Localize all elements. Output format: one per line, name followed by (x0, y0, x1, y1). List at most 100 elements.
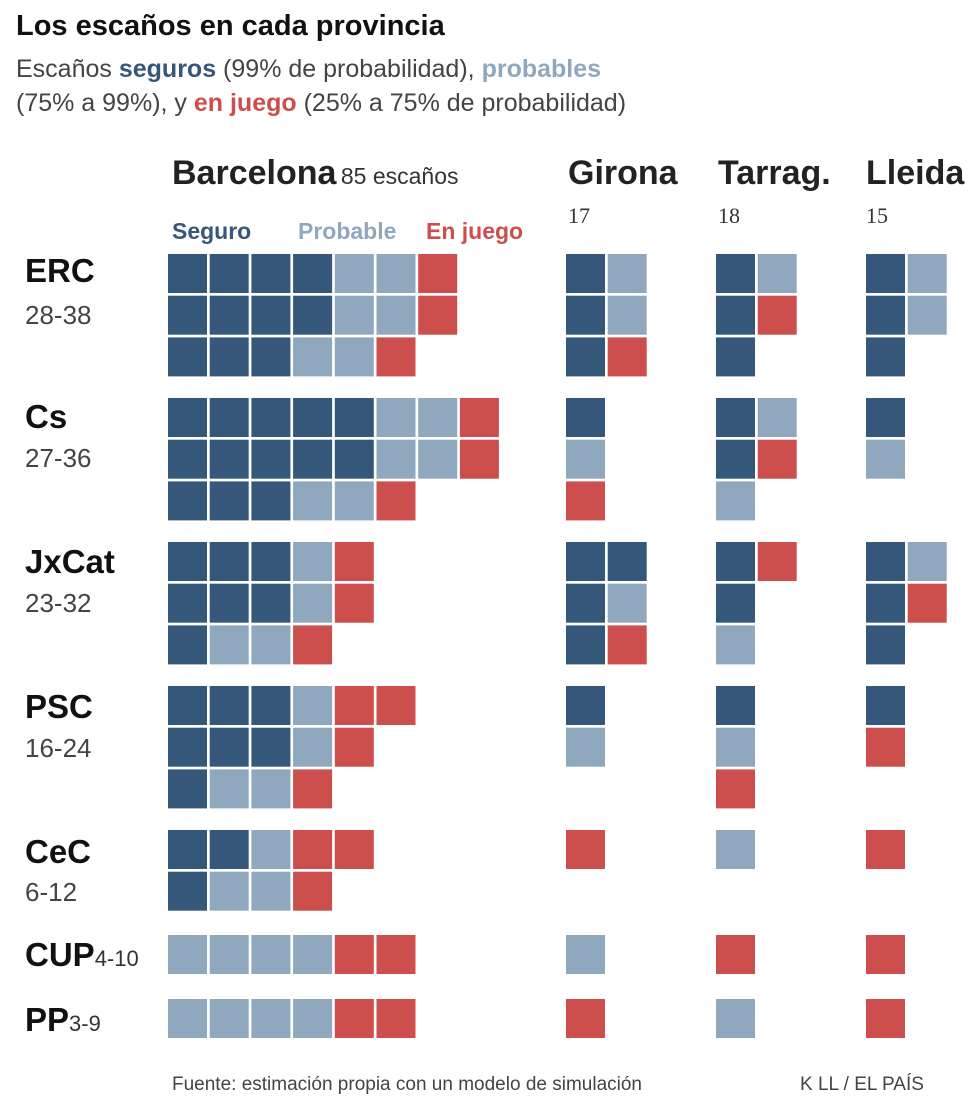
seat-cell-seguro (251, 583, 291, 623)
party-name-psc: PSC (25, 688, 93, 725)
subtitle-text: (25% a 75% de probabilidad) (296, 89, 627, 117)
seat-cell-seguro (209, 398, 249, 437)
seat-cell-seguro (168, 295, 207, 335)
seat-cell-probable (334, 337, 374, 377)
province-seats-tarragona: 18 (718, 203, 740, 228)
seat-cell-en-juego (418, 254, 458, 293)
seat-cell-seguro (168, 583, 207, 623)
seat-cell-probable (716, 625, 755, 665)
seat-cell-probable (209, 871, 249, 911)
subtitle-seguros: seguros (118, 55, 217, 83)
subtitle-text: (75% a 99%), y (16, 89, 194, 117)
seat-cell-seguro (168, 481, 207, 521)
seat-cell-en-juego (907, 583, 947, 623)
seat-cell-probable (293, 481, 333, 521)
source-note: Fuente: estimación propia con un modelo … (172, 1074, 642, 1095)
seat-cell-seguro (168, 542, 207, 581)
seat-cell-seguro (866, 686, 905, 725)
subtitle-text: (99% de probabilidad), (216, 55, 482, 83)
seat-cell-probable (334, 295, 374, 335)
seat-cell-en-juego (566, 999, 605, 1038)
seat-cell-seguro (209, 439, 249, 479)
province-name-girona: Girona (568, 154, 678, 192)
seat-cell-en-juego (566, 481, 605, 521)
seat-cell-probable (418, 398, 458, 437)
chart-title: Los escaños en cada provincia (16, 10, 445, 42)
seat-cell-en-juego (334, 686, 374, 725)
seat-cell-probable (293, 686, 333, 725)
seat-cell-probable (293, 999, 333, 1038)
seat-cell-probable (907, 295, 947, 335)
seat-cell-probable (168, 999, 207, 1038)
seat-cell-seguro (209, 686, 249, 725)
seat-cell-en-juego (376, 337, 416, 377)
seat-cell-probable (293, 935, 333, 974)
seat-cell-probable (251, 999, 291, 1038)
subtitle-text: Escaños (16, 55, 119, 83)
seat-cell-en-juego (866, 727, 905, 767)
seat-cell-en-juego (376, 481, 416, 521)
seat-cell-en-juego (334, 830, 374, 869)
seat-cell-seguro (293, 254, 333, 293)
seat-cell-probable (251, 830, 291, 869)
seat-cell-en-juego (607, 337, 647, 377)
party-range-cup: 4-10 (94, 946, 139, 971)
seat-cell-seguro (251, 439, 291, 479)
seat-cell-seguro (251, 727, 291, 767)
subtitle-line-1: Escaños seguros (99% de probabilidad), p… (16, 55, 601, 84)
seat-cell-probable (716, 727, 755, 767)
seat-cell-en-juego (293, 769, 333, 809)
seat-cell-en-juego (293, 830, 333, 869)
seat-cell-probable (907, 254, 947, 293)
seat-cell-en-juego (459, 398, 499, 437)
seat-cell-en-juego (334, 583, 374, 623)
province-seats: 85 escaños (340, 163, 459, 189)
province-name-tarragona: Tarrag. (718, 154, 831, 192)
seat-cell-seguro (209, 254, 249, 293)
seat-cell-probable (251, 935, 291, 974)
seat-cell-en-juego (293, 871, 333, 911)
seat-cell-en-juego (334, 542, 374, 581)
seat-cell-probable (607, 254, 647, 293)
seat-cell-seguro (566, 295, 605, 335)
seat-cell-probable (293, 542, 333, 581)
seat-cell-en-juego (376, 686, 416, 725)
party-label-cup: CUP4-10 (25, 936, 139, 974)
seat-cell-seguro (566, 542, 605, 581)
seat-cell-seguro (866, 625, 905, 665)
seat-cell-probable (866, 439, 905, 479)
seat-cell-seguro (251, 481, 291, 521)
seat-cell-seguro (566, 686, 605, 725)
seat-cell-probable (607, 295, 647, 335)
seat-cell-probable (376, 295, 416, 335)
seat-cell-en-juego (716, 935, 755, 974)
seat-cell-seguro (334, 398, 374, 437)
seat-cell-seguro (566, 254, 605, 293)
seat-cell-seguro (168, 625, 207, 665)
party-range-cec: 6-12 (25, 877, 78, 907)
seat-cell-seguro (251, 398, 291, 437)
subtitle-line-2: (75% a 99%), y en juego (25% a 75% de pr… (16, 89, 626, 118)
seat-cell-probable (209, 769, 249, 809)
seat-cell-seguro (168, 769, 207, 809)
seat-cell-en-juego (293, 625, 333, 665)
seat-cell-seguro (209, 481, 249, 521)
seat-cell-probable (293, 583, 333, 623)
credit: K LL / EL PAÍS (800, 1074, 924, 1095)
province-name: Barcelona (172, 154, 337, 192)
party-name-jxcat: JxCat (25, 543, 115, 580)
seat-cell-seguro (566, 625, 605, 665)
party-range-psc: 16-24 (25, 733, 92, 763)
seat-cell-probable (293, 727, 333, 767)
party-range-jxcat: 23-32 (25, 588, 92, 618)
seat-cell-seguro (607, 542, 647, 581)
seat-cell-seguro (209, 337, 249, 377)
seat-cell-probable (376, 439, 416, 479)
seat-cell-seguro (866, 398, 905, 437)
party-range-cs: 27-36 (25, 443, 92, 473)
party-name-cs: Cs (25, 398, 68, 435)
party-name-erc: ERC (25, 252, 95, 289)
party-label-pp: PP3-9 (25, 1001, 101, 1039)
seat-cell-seguro (866, 542, 905, 581)
